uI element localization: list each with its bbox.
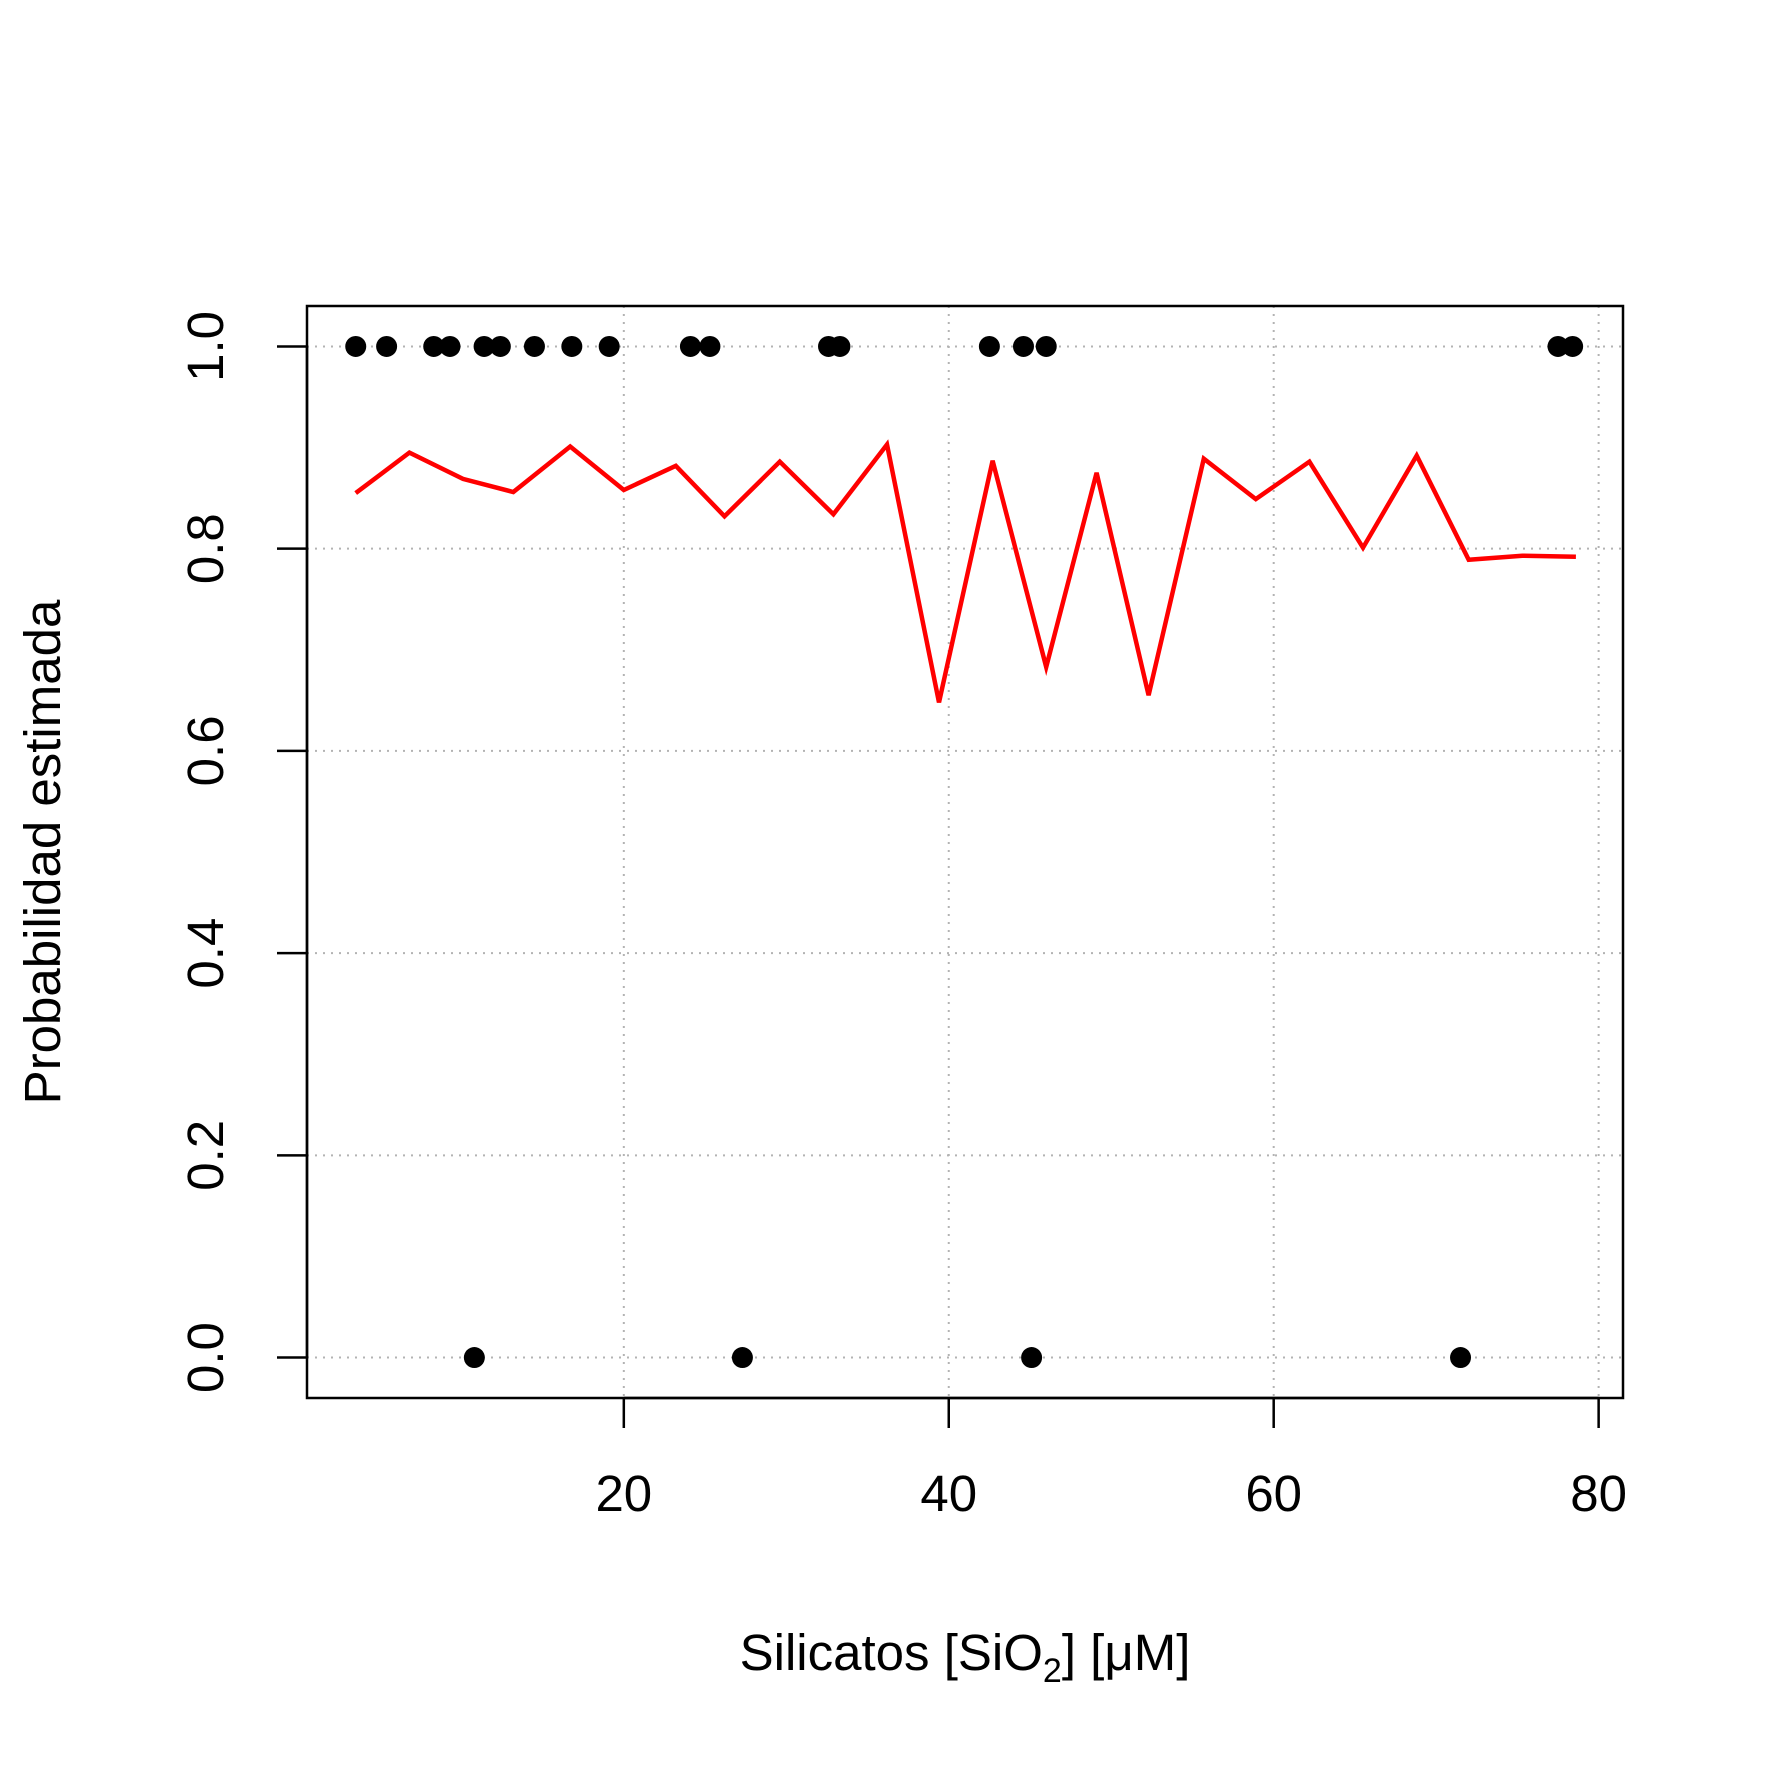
data-point: [1012, 335, 1034, 357]
y-tick-label: 0.2: [177, 1120, 234, 1191]
data-point: [1562, 335, 1584, 357]
x-tick-label: 20: [595, 1465, 652, 1522]
y-tick-label: 0.4: [177, 918, 234, 989]
x-axis-title: Silicatos [SiO2] [μM]: [740, 1624, 1191, 1690]
data-point: [561, 335, 583, 357]
data-point: [699, 335, 721, 357]
data-point: [439, 335, 461, 357]
data-layer: [345, 335, 1584, 1369]
y-tick-label: 0.6: [177, 715, 234, 786]
data-point: [1547, 335, 1569, 357]
data-point: [423, 335, 445, 357]
y-axis: 0.0 0.2 0.4 0.6 0.8 1.0: [177, 311, 309, 1393]
x-axis-title-prefix: Silicatos [SiO: [740, 1624, 1043, 1681]
y-axis-title: Probabilidad estimada: [14, 599, 71, 1104]
fitted-probability-line: [354, 439, 1576, 703]
data-point: [523, 335, 545, 357]
data-point: [489, 335, 511, 357]
y-tick-label: 1.0: [177, 311, 234, 382]
data-point: [598, 335, 620, 357]
y-tick-label: 0.8: [177, 513, 234, 584]
data-point: [679, 335, 701, 357]
data-point: [473, 335, 495, 357]
data-point: [1021, 1347, 1043, 1369]
data-point: [731, 1347, 753, 1369]
y-tick-label: 0.0: [177, 1322, 234, 1393]
data-point: [1450, 1347, 1472, 1369]
data-point: [463, 1347, 485, 1369]
data-point: [376, 335, 398, 357]
data-point: [978, 335, 1000, 357]
x-tick-label: 60: [1245, 1465, 1302, 1522]
x-axis-title-subscript: 2: [1043, 1652, 1062, 1690]
x-axis-title-suffix: ] [μM]: [1062, 1624, 1191, 1681]
x-tick-label: 80: [1570, 1465, 1627, 1522]
data-point: [1035, 335, 1057, 357]
grid-lines: [307, 306, 1623, 1398]
x-axis: 20 40 60 80: [595, 1396, 1627, 1522]
data-point: [829, 335, 851, 357]
x-tick-label: 40: [920, 1465, 977, 1522]
data-point: [345, 335, 367, 357]
